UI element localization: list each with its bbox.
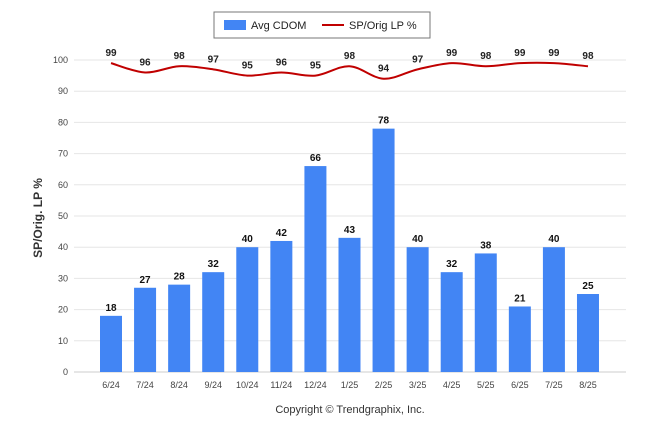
line-data-label: 96 (140, 57, 152, 68)
line-data-label: 95 (242, 61, 254, 72)
x-tick-label: 9/24 (204, 380, 222, 390)
line-data-label: 99 (446, 48, 458, 59)
bar-series-avg-cdom: 18 27 28 32 40 42 66 43 78 40 32 38 21 40 25 (100, 116, 599, 372)
bar-data-label: 43 (344, 225, 356, 236)
x-tick-label: 1/25 (341, 380, 359, 390)
line-data-label: 98 (480, 51, 492, 62)
y-tick-label: 100 (53, 55, 68, 65)
x-tick-label: 5/25 (477, 380, 495, 390)
legend-label-avg-cdom: Avg CDOM (251, 20, 306, 32)
bar-data-label: 38 (480, 240, 492, 251)
bar (168, 284, 191, 372)
x-tick-label: 4/25 (443, 380, 461, 390)
line-data-label: 99 (105, 48, 117, 59)
copyright-footer: Copyright © Trendgraphix, Inc. (275, 404, 424, 416)
y-tick-label: 40 (58, 242, 68, 252)
x-tick-label: 8/24 (170, 380, 188, 390)
line-data-label: 94 (378, 64, 390, 75)
y-tick-label: 10 (58, 336, 68, 346)
bar (338, 237, 361, 372)
bar (406, 247, 429, 372)
bar-data-label: 32 (446, 259, 458, 270)
x-tick-label: 3/25 (409, 380, 427, 390)
y-tick-label: 50 (58, 211, 68, 221)
y-tick-label: 90 (58, 86, 68, 96)
x-tick-label: 7/24 (136, 380, 154, 390)
bar-data-label: 25 (582, 281, 594, 292)
x-tick-label: 6/24 (102, 380, 120, 390)
x-tick-label: 12/24 (304, 380, 327, 390)
bar-data-label: 21 (514, 293, 526, 304)
bar (508, 306, 531, 372)
bar (440, 272, 463, 372)
bar-data-label: 78 (378, 116, 390, 127)
legend-label-sp-orig-lp: SP/Orig LP % (349, 20, 417, 32)
y-tick-label: 70 (58, 149, 68, 159)
x-tick-label: 6/25 (511, 380, 529, 390)
y-tick-label: 0 (63, 367, 68, 377)
bar (542, 247, 565, 372)
x-tick-label: 11/24 (270, 380, 292, 390)
sp-orig-lp-line (110, 61, 589, 80)
line-data-label: 98 (582, 51, 594, 62)
bar (576, 294, 599, 372)
x-tick-label: 8/25 (579, 380, 597, 390)
bar (304, 166, 327, 372)
bar (372, 128, 395, 372)
y-tick-label: 80 (58, 117, 68, 127)
x-tick-label: 10/24 (236, 380, 259, 390)
y-axis-title: SP/Orig. LP % (31, 178, 45, 258)
line-series-sp-orig-lp: 99 96 98 97 95 96 95 98 94 97 99 98 99 99 98 (105, 48, 594, 80)
bar-data-label: 40 (242, 234, 254, 245)
x-axis-ticks: 6/24 7/24 8/24 9/24 10/24 11/24 12/24 1/25 2/25 3… (102, 380, 597, 390)
y-axis-ticks: 0 10 20 30 40 50 60 70 80 90 100 (53, 55, 68, 377)
bar (236, 247, 259, 372)
bar-data-label: 66 (310, 153, 322, 164)
bar-data-label: 28 (174, 272, 186, 283)
line-data-label: 95 (310, 61, 322, 72)
bar-data-label: 40 (548, 234, 560, 245)
line-data-label: 99 (514, 48, 526, 59)
line-data-label: 98 (344, 51, 356, 62)
bar-data-label: 27 (140, 275, 152, 286)
bar (270, 240, 293, 372)
line-data-label: 96 (276, 57, 288, 68)
bar (134, 287, 157, 372)
bar-data-label: 32 (208, 259, 220, 270)
bar-data-label: 18 (105, 303, 117, 314)
bar (100, 315, 122, 372)
bar (202, 272, 225, 372)
bar (474, 253, 497, 372)
y-tick-label: 60 (58, 180, 68, 190)
y-tick-label: 20 (58, 305, 68, 315)
line-data-label: 97 (208, 54, 220, 65)
bar-data-label: 42 (276, 228, 288, 239)
line-data-label: 97 (412, 54, 424, 65)
x-tick-label: 7/25 (545, 380, 563, 390)
bar-data-label: 40 (412, 234, 424, 245)
legend-swatch-avg-cdom (224, 20, 246, 30)
y-tick-label: 30 (58, 273, 68, 283)
line-data-label: 98 (174, 51, 186, 62)
line-data-label: 99 (548, 48, 560, 59)
legend: Avg CDOM SP/Orig LP % (213, 11, 431, 39)
x-tick-label: 2/25 (375, 380, 393, 390)
